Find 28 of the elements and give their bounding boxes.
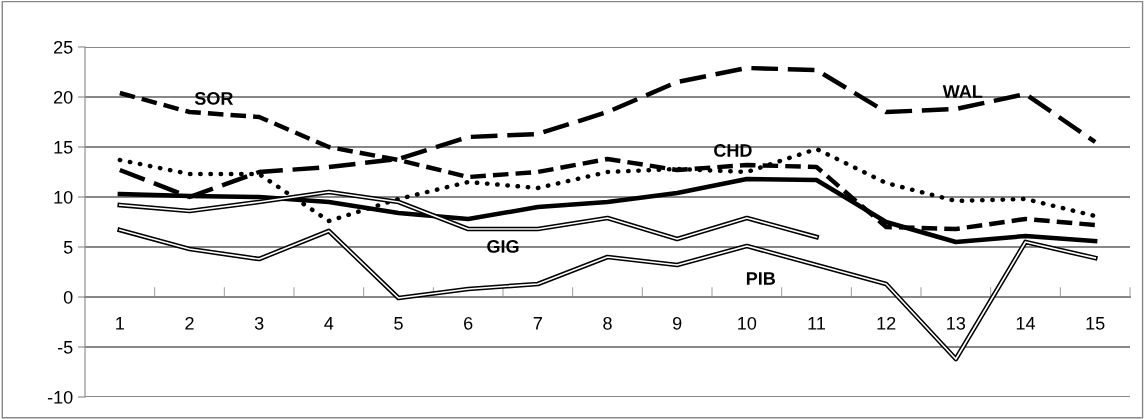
x-tick-label: 8 [603, 316, 612, 330]
x-tick-label: 3 [254, 316, 264, 330]
x-tick-label: 4 [324, 317, 334, 330]
series-label: PIB [746, 272, 775, 285]
x-tick-label: 14 [1016, 317, 1036, 330]
series-label: CHD [714, 144, 752, 157]
x-tick-label: 7 [533, 317, 542, 330]
series-label: GIG [487, 240, 519, 253]
y-tick-label: 5 [63, 241, 73, 254]
y-tick-label: 0 [63, 290, 73, 304]
x-tick-label: 15 [1086, 317, 1105, 330]
series-label: WAL [942, 85, 983, 98]
y-tick-label: -5 [57, 341, 73, 354]
x-tick-label: 13 [947, 316, 966, 330]
x-tick-label: 11 [808, 317, 825, 330]
x-tick-label: 5 [394, 317, 403, 330]
x-tick-label: 1 [116, 317, 124, 330]
x-tick-label: 9 [672, 316, 682, 330]
y-tick-label: 10 [54, 190, 73, 204]
y-tick-label: 20 [54, 90, 73, 104]
y-tick-label: 15 [54, 141, 73, 154]
y-tick-label: 25 [54, 40, 73, 54]
x-tick-label: 10 [738, 316, 757, 330]
y-tick-label: -10 [47, 390, 73, 404]
x-tick-label: 12 [877, 316, 896, 330]
x-tick-label: 2 [185, 316, 194, 330]
x-tick-label: 6 [464, 316, 473, 330]
series-label: SOR [194, 92, 234, 105]
